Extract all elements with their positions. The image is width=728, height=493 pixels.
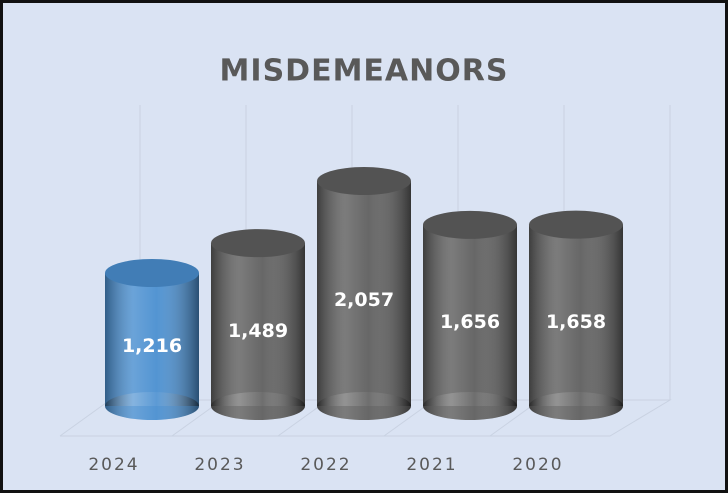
cylinder-top-shade <box>317 167 411 195</box>
cylinder-top-shade <box>423 210 517 239</box>
cylinder-shade <box>423 224 517 406</box>
value-label: 1,658 <box>546 311 606 333</box>
cylinder-top-shade <box>105 258 199 287</box>
value-label: 1,656 <box>440 311 500 333</box>
x-tick-label: 2021 <box>406 455 457 475</box>
cylinder-shade <box>105 272 199 406</box>
x-tick-label: 2023 <box>194 455 245 475</box>
cylinder-bottom-shade <box>317 392 411 420</box>
cylinder-top <box>105 258 199 287</box>
cylinder-shade <box>317 181 411 406</box>
cylinder-top-shade <box>529 210 623 239</box>
cylinder-top <box>529 210 623 239</box>
value-label: 1,489 <box>228 320 288 342</box>
cylinder-shade <box>211 243 305 406</box>
value-label: 2,057 <box>334 289 394 311</box>
cylinder-bottom-shade <box>423 392 517 420</box>
cylinder-bottom-shade <box>529 392 623 420</box>
cylinder-top <box>317 167 411 195</box>
value-label: 1,216 <box>122 335 182 357</box>
cylinder-top-shade <box>211 229 305 258</box>
cylinder-top <box>423 210 517 239</box>
chart-title: MISDEMEANORS <box>220 54 509 89</box>
x-tick-label: 2020 <box>512 455 563 475</box>
cylinder-shade <box>529 224 623 406</box>
cylinder-bottom-shade <box>211 392 305 420</box>
x-tick-label: 2022 <box>300 455 351 475</box>
x-tick-label: 2024 <box>88 455 139 475</box>
cylinder-bottom-shade <box>105 392 199 420</box>
cylinder-top <box>211 229 305 258</box>
